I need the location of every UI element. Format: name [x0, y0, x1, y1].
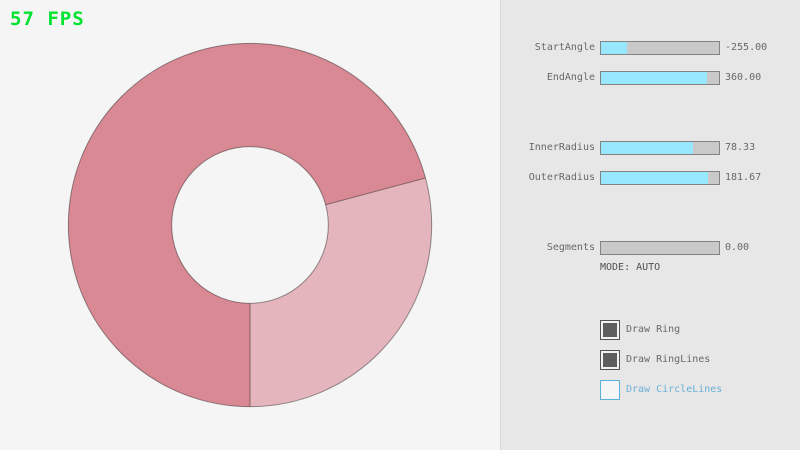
checkmark — [603, 383, 617, 397]
end-angle-label: EndAngle — [546, 72, 595, 83]
draw-circlelines-row: Draw CircleLines — [501, 380, 800, 400]
draw-ringlines-checkbox-label: Draw RingLines — [626, 354, 711, 365]
segments-row: Segments 0.00 — [501, 241, 800, 255]
draw-ringlines-row: Draw RingLines — [501, 350, 800, 370]
mode-indicator: MODE: AUTO — [600, 262, 661, 273]
ring-start-angle-line — [325, 177, 426, 206]
ring-overlap-region — [68, 43, 426, 407]
segments-value: 0.00 — [725, 242, 750, 253]
segments-slider[interactable] — [600, 241, 720, 255]
fps-counter: 57 FPS — [10, 8, 85, 30]
checkmark — [603, 323, 617, 337]
ring-outer-line — [67, 42, 433, 408]
outer-radius-slider-fill — [601, 172, 709, 184]
inner-radius-value: 78.33 — [725, 142, 756, 153]
inner-radius-slider-fill — [601, 142, 694, 154]
draw-circlelines-checkbox[interactable] — [600, 380, 620, 400]
inner-radius-row: InnerRadius 78.33 — [501, 141, 800, 155]
end-angle-slider[interactable] — [600, 71, 720, 85]
ring-inner-line — [171, 146, 329, 304]
draw-ring-row: Draw Ring — [501, 320, 800, 340]
checkmark — [603, 353, 617, 367]
draw-ring-checkbox-label: Draw Ring — [626, 324, 681, 335]
outer-radius-value: 181.67 — [725, 172, 762, 183]
ring-single-region — [250, 177, 432, 407]
draw-ring-checkbox[interactable] — [600, 320, 620, 340]
segments-label: Segments — [546, 242, 595, 253]
end-angle-slider-fill — [601, 72, 708, 84]
start-angle-label: StartAngle — [534, 42, 595, 53]
outer-radius-row: OuterRadius 181.67 — [501, 171, 800, 185]
draw-circlelines-checkbox-label: Draw CircleLines — [626, 384, 723, 395]
outer-radius-label: OuterRadius — [528, 172, 595, 183]
draw-ringlines-checkbox[interactable] — [600, 350, 620, 370]
inner-radius-label: InnerRadius — [528, 142, 595, 153]
end-angle-row: EndAngle 360.00 — [501, 71, 800, 85]
end-angle-value: 360.00 — [725, 72, 762, 83]
start-angle-slider-fill — [601, 42, 627, 54]
start-angle-row: StartAngle -255.00 — [501, 41, 800, 55]
start-angle-value: -255.00 — [725, 42, 768, 53]
inner-radius-slider[interactable] — [600, 141, 720, 155]
start-angle-slider[interactable] — [600, 41, 720, 55]
controls-panel: StartAngle -255.00 EndAngle 360.00 Inner… — [500, 0, 800, 450]
outer-radius-slider[interactable] — [600, 171, 720, 185]
